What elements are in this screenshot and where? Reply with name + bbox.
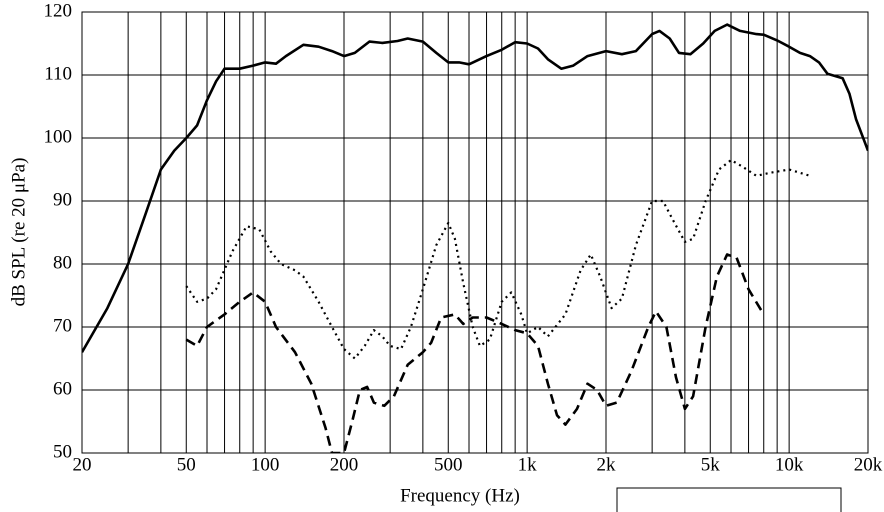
x-tick-label: 100 [251, 454, 280, 475]
series-line [185, 253, 765, 453]
y-tick-label: 120 [44, 0, 73, 21]
x-tick-label: 200 [330, 454, 359, 475]
x-tick-label: 2k [597, 454, 617, 475]
series-line [185, 159, 811, 360]
x-tick-label: 1k [518, 454, 538, 475]
lines [82, 23, 868, 453]
y-tick-label: 110 [44, 63, 72, 84]
y-tick-label: 100 [44, 126, 73, 147]
x-tick-label: 10k [775, 454, 804, 475]
x-tick-label: 20 [73, 454, 92, 475]
y-axis-label: dB SPL (re 20 μPa) [8, 158, 29, 307]
x-axis-label: Frequency (Hz) [400, 485, 520, 506]
y-tick-label: 90 [53, 189, 72, 210]
y-tick-label: 70 [53, 315, 72, 336]
y-tick-label: 60 [53, 378, 72, 399]
x-tick-label: 500 [434, 454, 463, 475]
legend-box [616, 487, 842, 512]
grid [81, 11, 869, 454]
y-tick-label: 80 [53, 252, 72, 273]
plot-frame [81, 11, 869, 454]
x-tick-label: 5k [701, 454, 721, 475]
x-tick-label: 50 [177, 454, 196, 475]
x-tick-label: 20k [854, 454, 883, 475]
series-line [82, 23, 868, 353]
y-tick-label: 50 [53, 441, 72, 462]
